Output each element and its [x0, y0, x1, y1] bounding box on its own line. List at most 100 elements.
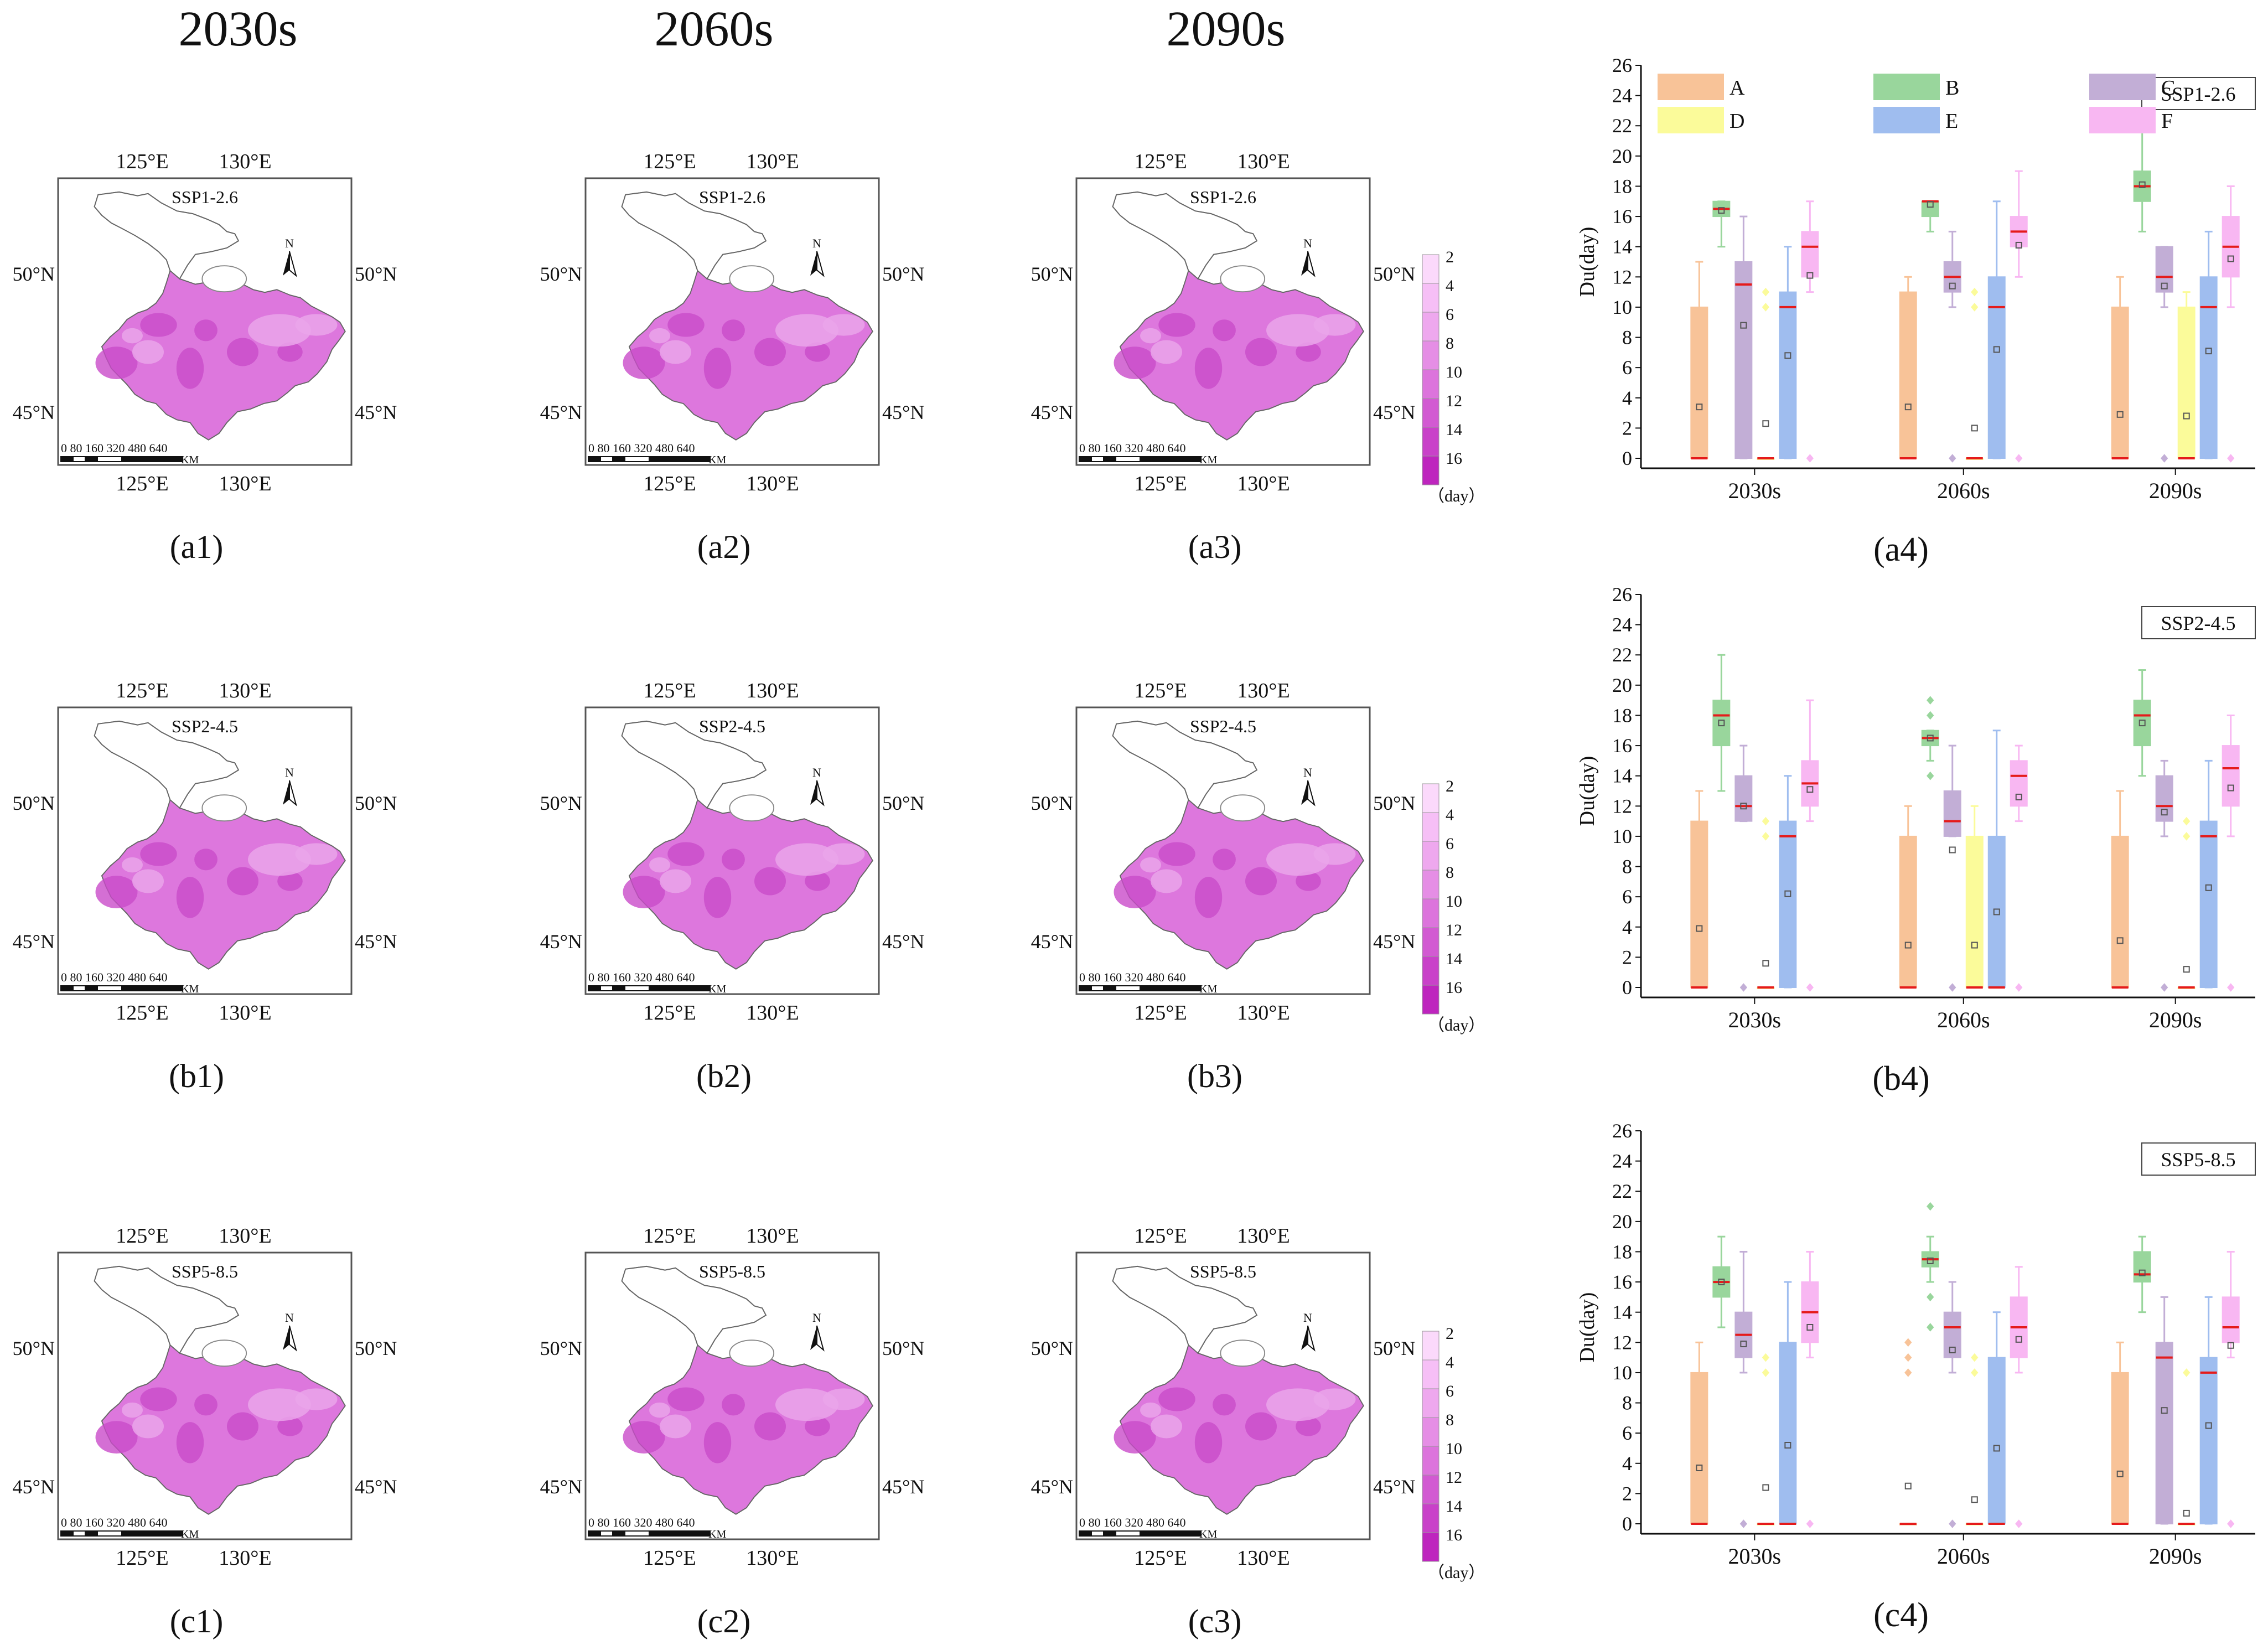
region-light-patch	[1140, 857, 1161, 873]
scale-bar-segment	[1115, 456, 1141, 462]
outlier-marker	[1971, 1368, 1979, 1377]
y-tick-label: 6	[1622, 1422, 1632, 1444]
y-tick-label: 2	[1622, 946, 1632, 968]
panel-label: (b3)	[1187, 1058, 1242, 1094]
y-tick-label: 26	[1612, 1120, 1632, 1142]
outlier-marker	[1971, 303, 1979, 312]
map-region	[621, 720, 873, 970]
region-light-patch	[1266, 314, 1329, 347]
scale-bar-unit: KM	[1199, 983, 1217, 995]
scale-bar-segment	[1140, 1530, 1202, 1537]
mean-marker	[2161, 1407, 2168, 1414]
region-light-patch	[822, 1388, 865, 1410]
mean-marker	[2205, 1422, 2212, 1429]
legend-swatch	[1422, 898, 1439, 928]
scale-bar-segment	[1079, 1530, 1092, 1537]
region-dark-patch	[194, 849, 218, 871]
mean-marker	[1784, 890, 1791, 897]
box-E	[1779, 1342, 1797, 1524]
legend-swatch	[1422, 1417, 1439, 1447]
map-region	[1112, 720, 1364, 970]
box-F	[2010, 760, 2028, 807]
northern-region-outline	[621, 191, 767, 280]
lat-label-left: 45°N	[1031, 401, 1073, 423]
scale-bar-segment	[121, 985, 183, 991]
box-B	[1712, 700, 1731, 747]
region-light-patch	[649, 1402, 670, 1418]
legend-swatch	[1422, 1532, 1439, 1562]
region-dark-patch	[1213, 319, 1236, 342]
lat-label-left: 50°N	[540, 263, 582, 285]
lake-outline	[729, 265, 775, 293]
mean-marker	[2138, 1269, 2146, 1276]
northern-region-outline	[621, 1265, 767, 1354]
region-light-patch	[132, 340, 164, 364]
region-dark-patch	[1245, 338, 1277, 366]
northern-region-outline	[94, 720, 240, 809]
region-dark-patch	[722, 849, 745, 871]
scale-bar-segment	[1091, 456, 1104, 462]
legend-level-label: 12	[1446, 392, 1462, 410]
lake-outline	[201, 1339, 247, 1367]
lat-label-left: 50°N	[13, 792, 55, 814]
scale-bar-segment	[1103, 985, 1116, 991]
box-F	[1801, 231, 1819, 278]
scale-bar-segment	[1091, 1530, 1104, 1537]
legend-level-label: 10	[1446, 892, 1462, 911]
x-tick-label: 2090s	[2149, 478, 2202, 503]
scale-bar-ticks: 0 80 160 320 480 640	[61, 1515, 168, 1529]
map-region	[94, 1265, 346, 1515]
region-dark-patch	[667, 313, 705, 337]
region-dark-patch	[1296, 871, 1321, 891]
region-dark-patch	[1213, 849, 1236, 871]
outlier-marker	[1971, 1353, 1979, 1362]
scale-bar-segment	[97, 1530, 122, 1537]
region-dark-patch	[227, 338, 259, 366]
north-label: N	[285, 1311, 294, 1325]
lat-label-right: 45°N	[1373, 401, 1415, 423]
map-panel: SSP5-8.5 N 0 80 160 320 480 640 KM 125°E 130°…	[540, 1224, 925, 1639]
y-tick-label: 12	[1612, 1331, 1632, 1353]
lon-label-bottom: 125°E	[1134, 1001, 1187, 1025]
y-tick-label: 2	[1622, 1482, 1632, 1504]
lat-label-right: 50°N	[882, 263, 924, 285]
outlier-marker	[2015, 454, 2023, 463]
box-A	[2111, 835, 2129, 989]
lon-label-top: 125°E	[1134, 1224, 1187, 1248]
mean-marker	[2183, 966, 2190, 973]
box-E	[1779, 291, 1797, 459]
north-arrow-icon	[816, 780, 825, 806]
y-tick-label: 20	[1612, 1211, 1632, 1233]
map-scenario-label: SSP1-2.6	[1190, 187, 1256, 207]
outlier-marker	[1927, 696, 1934, 705]
region-light-patch	[1266, 1388, 1329, 1421]
region-dark-patch	[277, 342, 303, 362]
box-C	[1734, 775, 1753, 822]
map-region	[1112, 191, 1364, 441]
outlier-marker	[1762, 832, 1770, 841]
panel-label: (a2)	[697, 529, 751, 565]
lake-outline	[1220, 1339, 1266, 1367]
north-arrow-icon	[289, 1325, 297, 1352]
legend-swatch	[1422, 398, 1439, 428]
mean-marker	[1971, 425, 1978, 432]
box-C	[1943, 1311, 1961, 1358]
legend-level-label: 4	[1446, 277, 1454, 295]
region-light-patch	[122, 328, 143, 344]
lat-label-right: 50°N	[355, 263, 397, 285]
lon-label-bottom: 130°E	[1237, 1546, 1290, 1570]
y-tick-label: 6	[1622, 356, 1632, 379]
column-header: 2060s	[654, 2, 773, 56]
box-A	[1899, 291, 1917, 459]
region-dark-patch	[1158, 313, 1195, 337]
scale-bar-segment	[1103, 1530, 1116, 1537]
north-arrow-icon	[810, 1326, 817, 1350]
north-label: N	[285, 765, 294, 779]
map-panel: SSP1-2.6 N 0 80 160 320 480 640 KM 125°E 130°…	[13, 150, 397, 565]
lat-label-left: 50°N	[1031, 792, 1073, 814]
north-label: N	[1303, 1311, 1312, 1325]
region-light-patch	[822, 314, 865, 336]
x-tick-label: 2060s	[1937, 1544, 1990, 1569]
y-tick-label: 12	[1612, 795, 1632, 817]
